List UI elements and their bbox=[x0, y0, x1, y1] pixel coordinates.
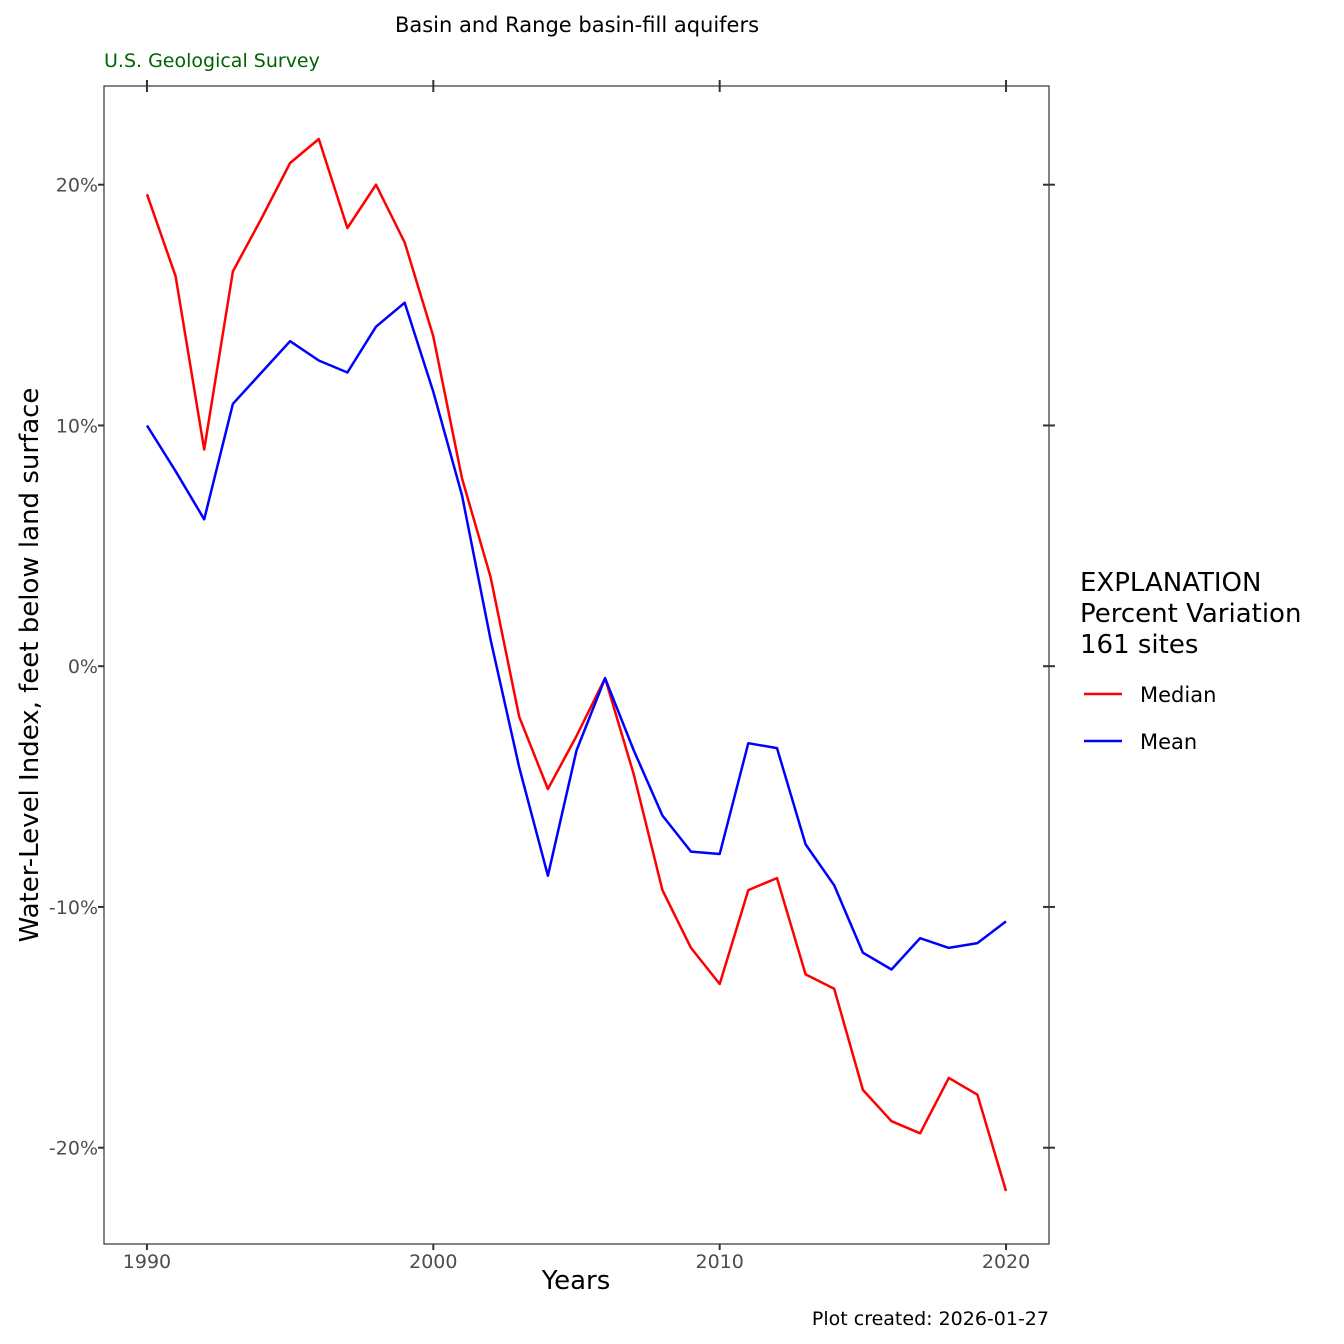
y-axis: -20% -10% 0% 10% 20% bbox=[49, 175, 1055, 1160]
y-axis-label: Water-Level Index, feet below land surfa… bbox=[15, 388, 45, 943]
legend-title-line-3: 161 sites bbox=[1080, 630, 1198, 660]
legend-title-line-2: Percent Variation bbox=[1080, 599, 1301, 629]
chart-subtitle: U.S. Geological Survey bbox=[104, 50, 320, 72]
y-tick-label: -20% bbox=[49, 1138, 98, 1160]
y-tick-label: 10% bbox=[56, 415, 98, 437]
x-axis: 1990 2000 2010 2020 bbox=[123, 80, 1030, 1273]
y-tick-label: -10% bbox=[49, 897, 98, 919]
x-axis-label: Years bbox=[541, 1266, 611, 1296]
x-tick-label: 2010 bbox=[696, 1251, 744, 1273]
legend: EXPLANATION Percent Variation 161 sites … bbox=[1080, 568, 1301, 754]
chart-title: Basin and Range basin-fill aquifers bbox=[395, 13, 759, 37]
legend-label-mean: Mean bbox=[1140, 730, 1197, 754]
plot-panel bbox=[103, 85, 1050, 1245]
series-line-mean bbox=[145, 301, 1007, 971]
legend-label-median: Median bbox=[1140, 683, 1216, 707]
caption: Plot created: 2026-01-27 bbox=[812, 1308, 1049, 1330]
x-tick-label: 1990 bbox=[123, 1251, 171, 1273]
y-tick-label: 0% bbox=[68, 656, 98, 678]
x-tick-label: 2020 bbox=[982, 1251, 1030, 1273]
series-lines bbox=[145, 137, 1008, 1192]
legend-title-line-1: EXPLANATION bbox=[1080, 568, 1261, 598]
y-tick-label: 20% bbox=[56, 175, 98, 197]
series-line-median bbox=[145, 137, 1008, 1192]
x-tick-label: 2000 bbox=[409, 1251, 457, 1273]
